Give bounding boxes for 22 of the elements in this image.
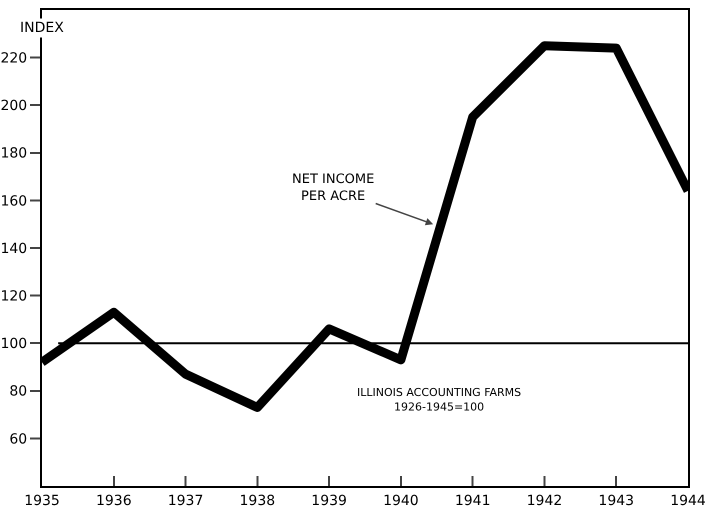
y-tick-label: 120 xyxy=(0,288,28,304)
x-tick-label: 1943 xyxy=(598,492,634,508)
y-tick-label: 220 xyxy=(0,50,28,66)
y-tick-label: 100 xyxy=(0,336,28,352)
x-tick-label: 1935 xyxy=(24,492,60,508)
y-tick-label: 80 xyxy=(9,384,28,400)
y-tick-label: 180 xyxy=(0,146,28,162)
y-tick-label: 160 xyxy=(0,193,28,210)
annotation: NET INCOME PER ACRE xyxy=(292,172,374,204)
x-tick-label: 1939 xyxy=(311,492,347,508)
x-tick-label: 1941 xyxy=(454,492,490,508)
y-tick-label: 200 xyxy=(0,98,28,114)
y-tick-label: 140 xyxy=(0,240,28,257)
annotation: ILLINOIS ACCOUNTING FARMS 1926-1945=100 xyxy=(357,386,522,414)
x-tick-label: 1944 xyxy=(670,492,706,508)
y-tick-label: 60 xyxy=(9,431,28,448)
x-tick-label: 1936 xyxy=(96,492,132,508)
x-tick-label: 1938 xyxy=(240,492,276,508)
y-axis-title: INDEX xyxy=(20,20,64,36)
x-tick-label: 1942 xyxy=(526,492,562,508)
x-tick-label: 1937 xyxy=(168,492,204,508)
x-tick-label: 1940 xyxy=(383,492,419,508)
